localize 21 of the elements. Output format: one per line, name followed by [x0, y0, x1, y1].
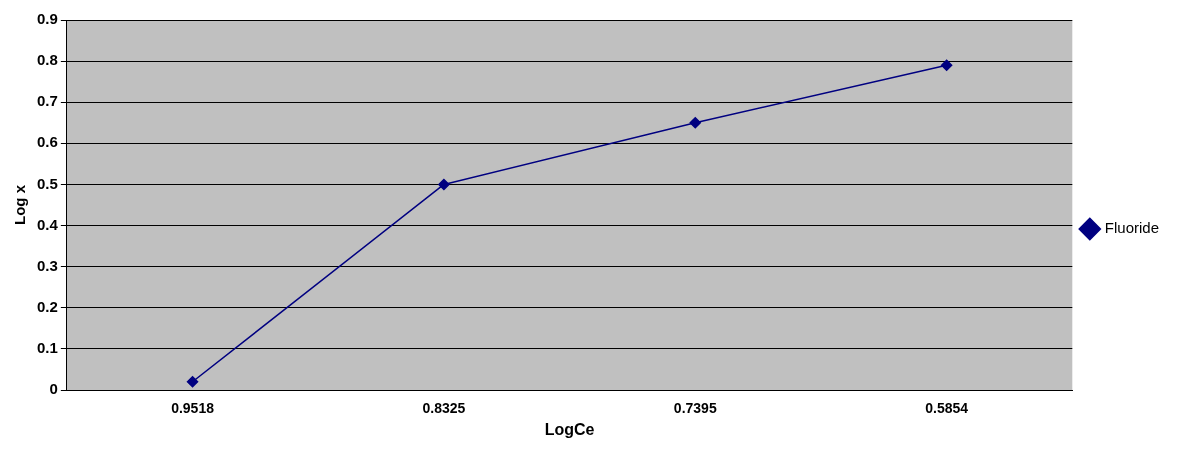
point — [940, 59, 953, 71]
x-tick-label: 0.8325 — [422, 400, 466, 417]
y-tick-label: 0.6 — [36, 133, 58, 151]
y-tick-label: 0.1 — [36, 339, 58, 357]
y-tick-label: 0 — [49, 380, 58, 398]
y-axis-title: Log x — [11, 184, 29, 225]
y-tick-label: 0.8 — [36, 51, 58, 69]
x-tick-label: 0.9518 — [171, 400, 215, 417]
point — [689, 117, 702, 129]
legend-label: Fluoride — [1104, 219, 1160, 237]
y-tick-label: 0.4 — [36, 215, 59, 233]
y-tick-label: 0.2 — [36, 297, 58, 315]
y-tick-label: 0.7 — [36, 92, 58, 110]
point — [438, 178, 450, 191]
y-tick-label: 0.3 — [36, 256, 58, 274]
x-axis-title: LogCe — [544, 420, 595, 438]
y-tick-label: 0.5 — [36, 174, 58, 192]
point — [186, 376, 199, 388]
x-tick-label: 0.5854 — [925, 400, 969, 417]
x-tick-label: 0.7395 — [673, 400, 717, 417]
y-tick-label: 0.9 — [36, 10, 58, 28]
